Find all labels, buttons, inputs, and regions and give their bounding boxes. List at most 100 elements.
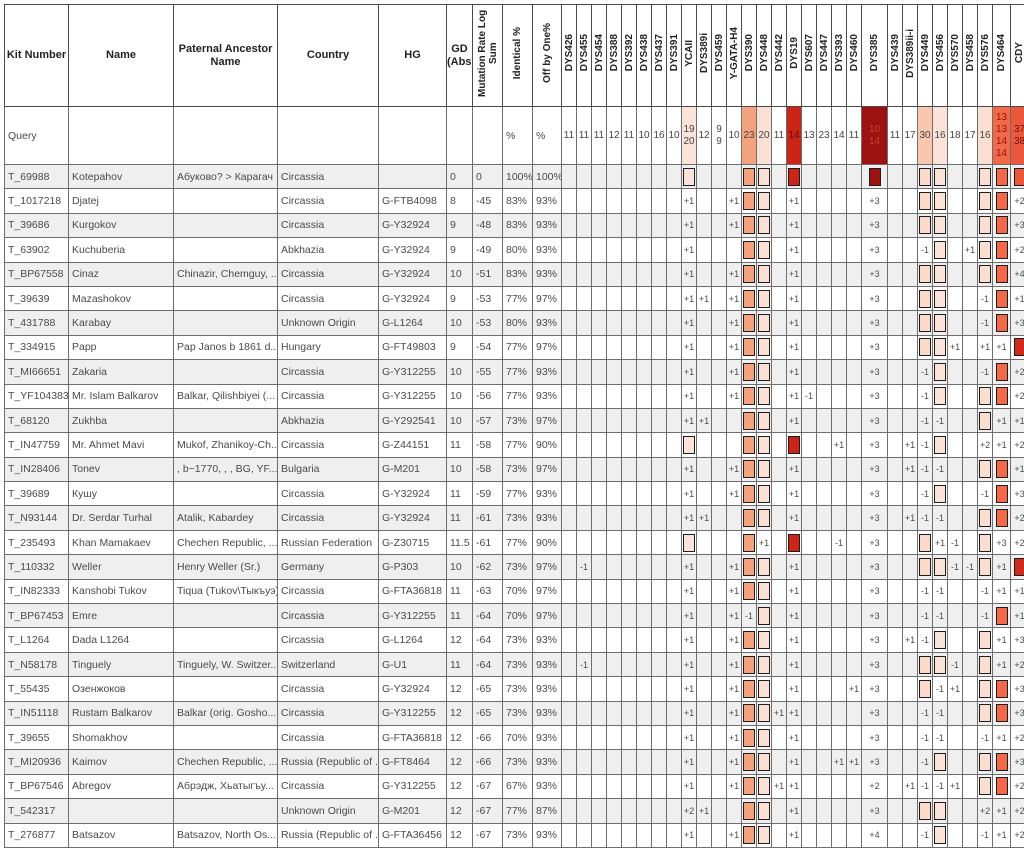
- marker-header-DYS460[interactable]: DYS460: [847, 5, 862, 107]
- marker-header-YCAII[interactable]: YCAII: [682, 5, 697, 107]
- marker-header-DYS388[interactable]: DYS388: [607, 5, 622, 107]
- cell-paternal-ancestor: , b~1770, , , BG, YF...: [174, 457, 278, 481]
- marker-cell-DYS456: [933, 286, 948, 310]
- marker-cell-DYS426: [562, 530, 577, 554]
- query-label: Query: [5, 107, 69, 165]
- marker-header-DYS390[interactable]: DYS390: [742, 5, 757, 107]
- marker-heat-box: [758, 753, 770, 771]
- marker-header-DYS570[interactable]: DYS570: [948, 5, 963, 107]
- query-marker-DYS570: 18: [948, 107, 963, 165]
- marker-cell-DYS389ii-i: [903, 360, 918, 384]
- marker-cell-CDY: +2: [1011, 725, 1024, 749]
- col-header-name[interactable]: Name: [69, 5, 174, 107]
- cell-country: Unknown Origin: [278, 311, 379, 335]
- marker-heat-box: [979, 192, 991, 210]
- cell-paternal-ancestor: [174, 677, 278, 701]
- col-header-country[interactable]: Country: [278, 5, 379, 107]
- col-header-hg[interactable]: HG: [379, 5, 447, 107]
- col-header-anc[interactable]: Paternal Ancestor Name: [174, 5, 278, 107]
- marker-cell-DYS455: [577, 262, 592, 286]
- marker-header-DYS464[interactable]: DYS464: [993, 5, 1011, 107]
- marker-header-DYS447[interactable]: DYS447: [817, 5, 832, 107]
- marker-header-DYS459[interactable]: DYS459: [712, 5, 727, 107]
- marker-header-DYS426[interactable]: DYS426: [562, 5, 577, 107]
- marker-header-DYS437[interactable]: DYS437: [652, 5, 667, 107]
- marker-cell-DYS426: [562, 286, 577, 310]
- marker-cell-DYS442: [772, 750, 787, 774]
- marker-cell-DYS426: [562, 482, 577, 506]
- col-header-off[interactable]: Off by One%: [533, 5, 562, 107]
- marker-heat-box: [996, 192, 1008, 210]
- marker-cell-CDY: +3: [1011, 750, 1024, 774]
- marker-value: 10: [727, 130, 741, 142]
- marker-header-DYS19[interactable]: DYS19: [787, 5, 802, 107]
- marker-header-DYS576[interactable]: DYS576: [978, 5, 993, 107]
- col-header-gd[interactable]: GD (Abs): [447, 5, 473, 107]
- query-marker-DYS447: 23: [817, 107, 832, 165]
- marker-cell-DYS456: [933, 652, 948, 676]
- marker-header-DYS391[interactable]: DYS391: [667, 5, 682, 107]
- marker-cell-CDY: +3: [1011, 311, 1024, 335]
- marker-cell-DYS460: [847, 457, 862, 481]
- marker-header-DYS607[interactable]: DYS607: [802, 5, 817, 107]
- col-header-ident[interactable]: Identical %: [503, 5, 533, 107]
- marker-value: 11: [772, 130, 786, 142]
- marker-header-DYS393[interactable]: DYS393: [832, 5, 847, 107]
- cell-name: Mr. Islam Balkarov: [69, 384, 174, 408]
- marker-header-DYS458[interactable]: DYS458: [963, 5, 978, 107]
- query-marker-DYS439: 11: [888, 107, 903, 165]
- marker-header-DYS449[interactable]: DYS449: [918, 5, 933, 107]
- marker-header-DYS439[interactable]: DYS439: [888, 5, 903, 107]
- marker-header-Y-GATA-H4[interactable]: Y-GATA-H4: [727, 5, 742, 107]
- cell-country: Circassia: [278, 286, 379, 310]
- marker-header-DYS389i[interactable]: DYS389i: [697, 5, 712, 107]
- marker-header-DYS389ii-i[interactable]: DYS389ii-i: [903, 5, 918, 107]
- marker-header-DYS385[interactable]: DYS385: [862, 5, 888, 107]
- marker-cell-DYS458: [963, 286, 978, 310]
- marker-header-DYS442[interactable]: DYS442: [772, 5, 787, 107]
- marker-cell-DYS576: -1: [978, 360, 993, 384]
- marker-cell-DYS449: [918, 189, 933, 213]
- marker-header-CDY[interactable]: CDY: [1011, 5, 1024, 107]
- col-header-kit[interactable]: Kit Number: [5, 5, 69, 107]
- marker-cell-DYS389i: [697, 604, 712, 628]
- marker-cell-DYS438: [637, 238, 652, 262]
- cell-identical-pct: 73%: [503, 701, 533, 725]
- col-header-mrls[interactable]: Mutation Rate Log Sum: [473, 5, 503, 107]
- marker-header-DYS392[interactable]: DYS392: [622, 5, 637, 107]
- marker-header-DYS448[interactable]: DYS448: [757, 5, 772, 107]
- marker-header-DYS438[interactable]: DYS438: [637, 5, 652, 107]
- marker-header-DYS456[interactable]: DYS456: [933, 5, 948, 107]
- marker-header-DYS455[interactable]: DYS455: [577, 5, 592, 107]
- marker-cell-DYS390: [742, 555, 757, 579]
- marker-header-DYS454[interactable]: DYS454: [592, 5, 607, 107]
